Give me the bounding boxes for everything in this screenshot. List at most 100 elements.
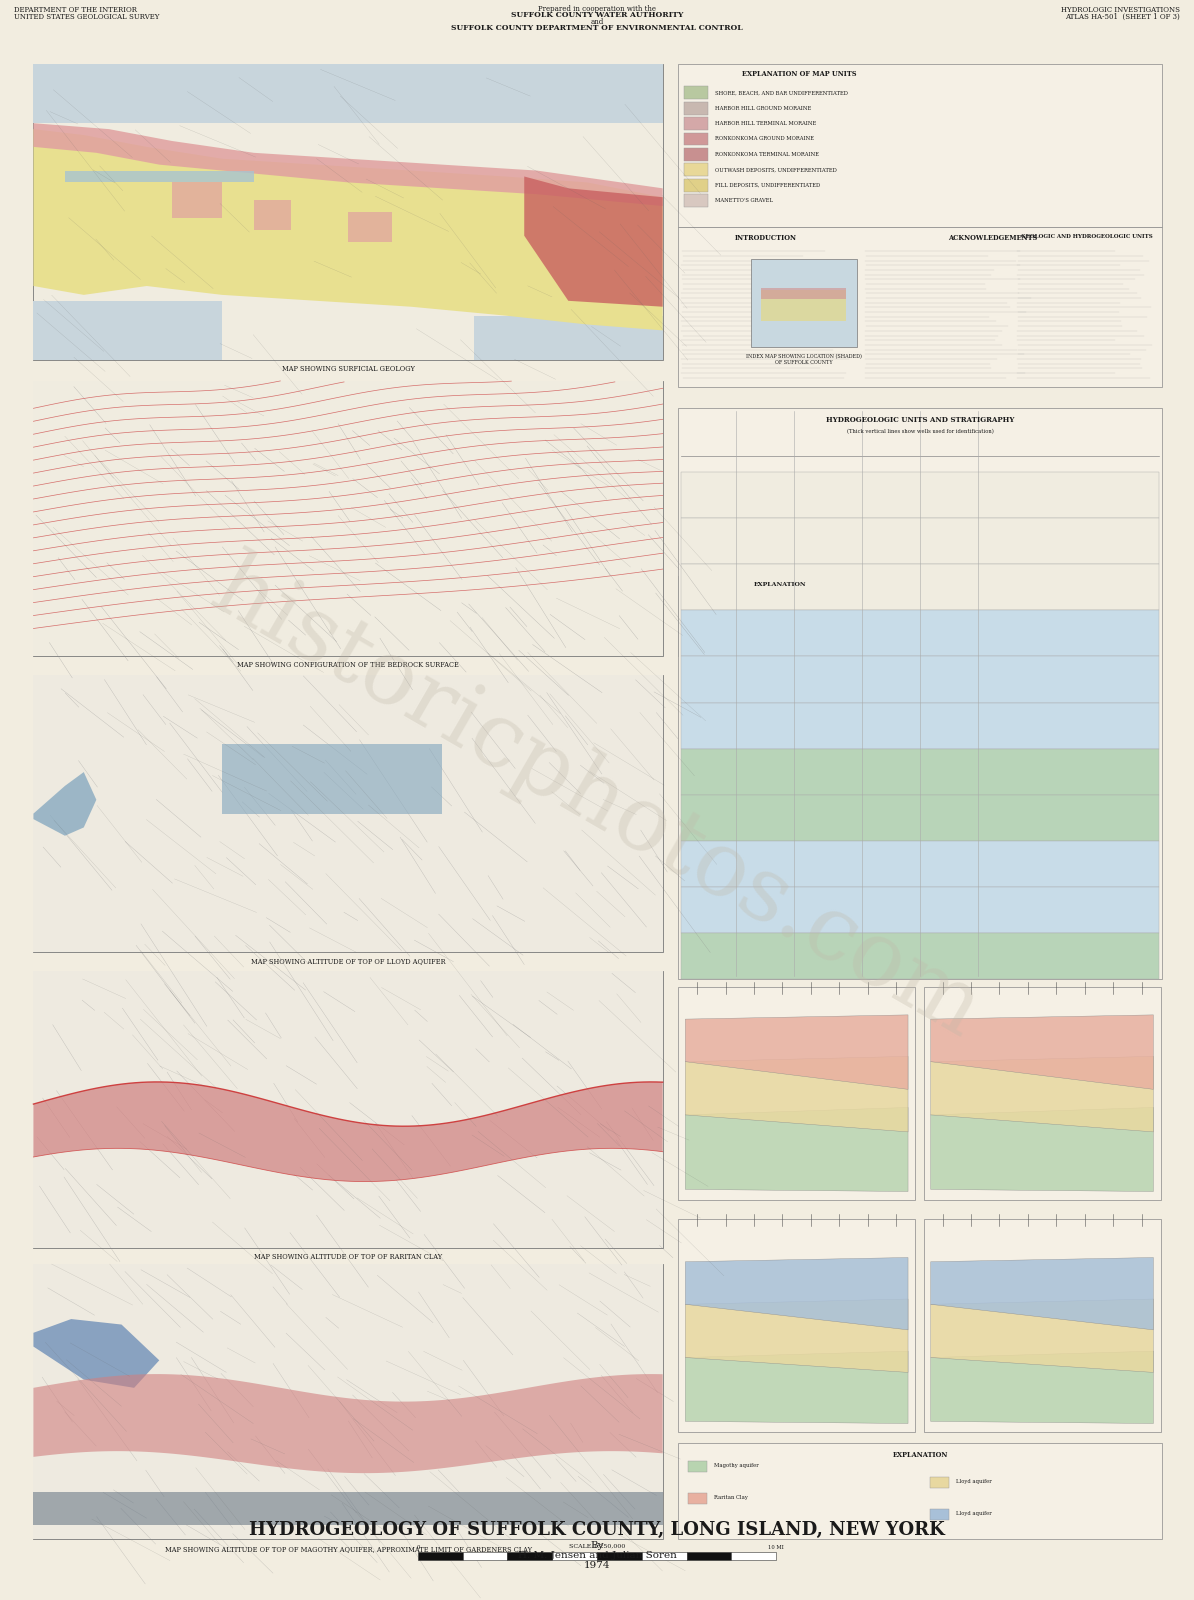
Text: GEOLOGIC AND HYDROGEOLOGIC UNITS: GEOLOGIC AND HYDROGEOLOGIC UNITS [1021,234,1152,238]
Bar [684,149,708,160]
Bar [681,795,1159,842]
Text: MAP SHOWING SURFICIAL GEOLOGY: MAP SHOWING SURFICIAL GEOLOGY [282,365,414,373]
Text: DEPARTMENT OF THE INTERIOR: DEPARTMENT OF THE INTERIOR [14,6,137,14]
Bar [684,163,708,176]
Bar [731,1552,776,1560]
Polygon shape [930,1014,1153,1090]
Bar [687,1552,731,1560]
Bar [33,301,222,360]
Bar [924,1219,1161,1432]
Bar [642,1552,687,1560]
Bar [33,381,663,656]
Text: Raritan Clay: Raritan Clay [714,1494,747,1501]
Text: H. M. Jensen and Julian Soren: H. M. Jensen and Julian Soren [517,1550,677,1560]
Text: HYDROGEOLOGIC UNITS AND STRATIGRAPHY: HYDROGEOLOGIC UNITS AND STRATIGRAPHY [826,416,1014,424]
Bar [678,1219,915,1432]
Bar [684,117,708,130]
Text: Lloyd aquifer: Lloyd aquifer [955,1510,991,1517]
Text: HARBOR HILL TERMINAL MORAINE: HARBOR HILL TERMINAL MORAINE [715,122,817,126]
Text: MAP SHOWING ALTITUDE OF TOP OF LLOYD AQUIFER: MAP SHOWING ALTITUDE OF TOP OF LLOYD AQU… [251,957,445,965]
Bar [684,86,708,99]
Bar [33,381,663,656]
Polygon shape [685,1299,907,1373]
Bar [33,971,663,1248]
Bar [172,182,222,218]
Polygon shape [524,176,663,307]
Text: RONKONKOMA GROUND MORAINE: RONKONKOMA GROUND MORAINE [715,136,814,141]
Bar [929,1509,949,1520]
Bar [678,227,1162,387]
Text: HARBOR HILL GROUND MORAINE: HARBOR HILL GROUND MORAINE [715,106,812,110]
Bar [681,886,1159,933]
Text: RONKONKOMA TERMINAL MORAINE: RONKONKOMA TERMINAL MORAINE [715,152,819,157]
Text: EXPLANATION: EXPLANATION [892,1451,948,1459]
Bar [552,1552,597,1560]
Bar [33,64,663,123]
Text: By: By [590,1541,604,1550]
Bar [681,656,1159,702]
Text: Lloyd aquifer: Lloyd aquifer [955,1478,991,1485]
Text: EXPLANATION: EXPLANATION [753,582,806,587]
Polygon shape [930,1056,1153,1131]
Text: Magothy aquifer: Magothy aquifer [714,1462,758,1469]
Bar [33,675,663,952]
Bar [681,702,1159,749]
Text: 0: 0 [417,1546,419,1550]
Text: Prepared in cooperation with the: Prepared in cooperation with the [538,5,656,13]
Text: HYDROLOGIC INVESTIGATIONS: HYDROLOGIC INVESTIGATIONS [1060,6,1180,14]
Text: HYDROGEOLOGY OF SUFFOLK COUNTY, LONG ISLAND, NEW YORK: HYDROGEOLOGY OF SUFFOLK COUNTY, LONG ISL… [250,1522,944,1539]
Bar [681,472,1159,518]
Bar [678,1443,1162,1539]
Polygon shape [685,1350,907,1424]
Text: 10 MI: 10 MI [768,1546,784,1550]
Bar [33,64,663,360]
Text: UNITED STATES GEOLOGICAL SURVEY: UNITED STATES GEOLOGICAL SURVEY [14,13,160,21]
Text: SCALE 1:250,000: SCALE 1:250,000 [568,1544,626,1549]
Polygon shape [930,1299,1153,1373]
Bar [678,576,881,656]
Text: MANETTO'S GRAVEL: MANETTO'S GRAVEL [715,198,774,203]
Text: EXPLANATION OF MAP UNITS: EXPLANATION OF MAP UNITS [741,70,856,78]
Bar [474,315,663,360]
Polygon shape [33,1082,663,1181]
Bar [222,744,443,813]
Polygon shape [930,1107,1153,1192]
Text: INDEX MAP SHOWING LOCATION (SHADED)
OF SUFFOLK COUNTY: INDEX MAP SHOWING LOCATION (SHADED) OF S… [746,354,862,365]
Bar [681,518,1159,565]
Text: 1974: 1974 [584,1560,610,1570]
Text: and: and [590,18,604,26]
Bar [762,290,847,320]
Bar [684,102,708,115]
Bar [678,987,915,1200]
Bar [33,1264,663,1539]
Bar [678,64,1162,227]
Text: OUTWASH DEPOSITS, UNDIFFERENTIATED: OUTWASH DEPOSITS, UNDIFFERENTIATED [715,168,837,173]
Polygon shape [930,1350,1153,1424]
Text: SUFFOLK COUNTY WATER AUTHORITY: SUFFOLK COUNTY WATER AUTHORITY [511,11,683,19]
Bar [688,1493,707,1504]
Bar [929,1477,949,1488]
Polygon shape [685,1107,907,1192]
Polygon shape [33,130,663,331]
Polygon shape [33,1318,159,1387]
Bar [762,288,847,299]
Bar [684,133,708,146]
Bar [678,408,1162,979]
Text: SUFFOLK COUNTY DEPARTMENT OF ENVIRONMENTAL CONTROL: SUFFOLK COUNTY DEPARTMENT OF ENVIRONMENT… [451,24,743,32]
Bar [349,213,392,242]
Bar [33,971,663,1248]
Bar [688,1461,707,1472]
Polygon shape [685,1056,907,1131]
Polygon shape [33,1374,663,1474]
Bar [253,200,291,230]
Text: SHORE, BEACH, AND BAR UNDIFFERENTIATED: SHORE, BEACH, AND BAR UNDIFFERENTIATED [715,90,848,96]
Text: MAP SHOWING ALTITUDE OF TOP OF MAGOTHY AQUIFER, APPROXIMATE LIMIT OF GARDENERS C: MAP SHOWING ALTITUDE OF TOP OF MAGOTHY A… [165,1546,531,1554]
Bar [751,259,857,347]
Bar [681,749,1159,795]
Text: (Thick vertical lines show wells used for identification): (Thick vertical lines show wells used fo… [847,429,993,434]
Text: historicphotos.com: historicphotos.com [197,544,997,1056]
Bar [418,1552,462,1560]
Bar [507,1552,552,1560]
Text: ACKNOWLEDGEMENTS: ACKNOWLEDGEMENTS [948,234,1038,242]
Bar [684,179,708,192]
